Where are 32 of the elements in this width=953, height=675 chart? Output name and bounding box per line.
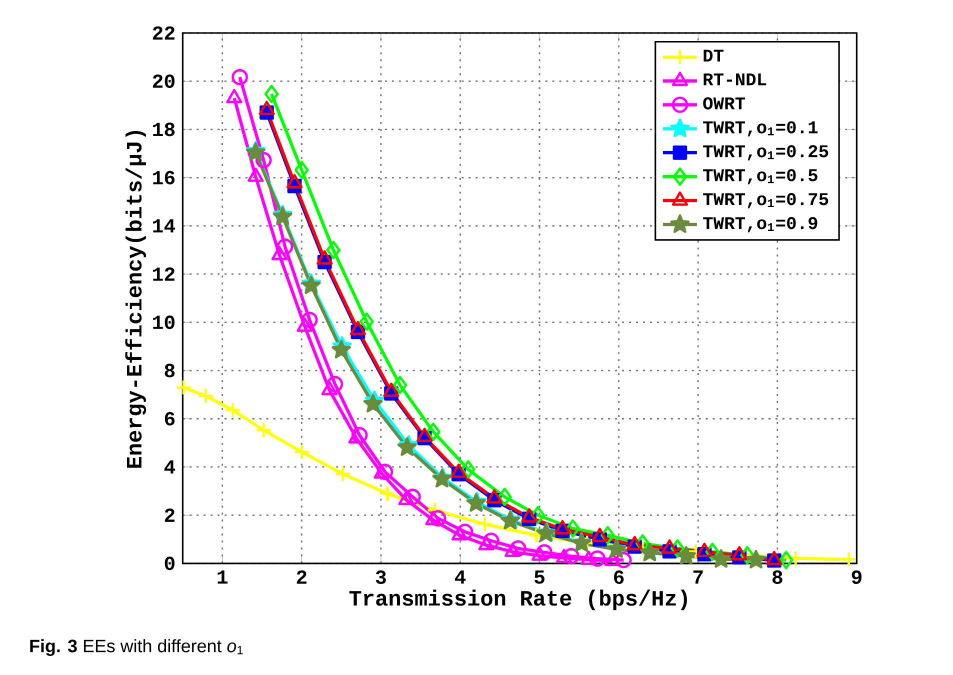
y-tick-label: 0 bbox=[164, 556, 175, 570]
legend-label: OWRT bbox=[703, 97, 746, 110]
x-tick-label: 5 bbox=[534, 570, 544, 584]
text: Fig. 3 EEs with different o$_{1}$ bbox=[30, 639, 243, 656]
x-tick-label: 3 bbox=[376, 570, 386, 584]
y-tick-label: 8 bbox=[164, 364, 175, 378]
y-tick-label: 2 bbox=[164, 508, 174, 522]
y-tick-label: 10 bbox=[153, 316, 175, 330]
y-tick-label: 18 bbox=[153, 122, 175, 136]
y-tick-label: 4 bbox=[164, 460, 176, 474]
x-tick-label: 1 bbox=[218, 570, 228, 584]
legend-label: TWRT,o$_{1}$=0.25 bbox=[703, 145, 828, 160]
x-tick-label: 9 bbox=[852, 570, 862, 584]
x-tick-label: 2 bbox=[296, 570, 306, 584]
legend-label: TWRT,o$_{1}$=0.75 bbox=[703, 193, 828, 208]
y-tick-label: 12 bbox=[153, 267, 174, 281]
legend-label: TWRT,o$_{1}$=0.5 bbox=[703, 169, 818, 184]
y-tick-label: 20 bbox=[152, 74, 175, 88]
legend-label: TWRT,o$_{1}$=0.9 bbox=[703, 217, 818, 232]
x-tick-label: 8 bbox=[772, 570, 782, 584]
legend-label: TWRT,o$_{1}$=0.1 bbox=[703, 121, 818, 136]
x-tick-label: 6 bbox=[614, 570, 624, 584]
legend-label: DT bbox=[704, 50, 724, 62]
y-tick-label: 16 bbox=[153, 170, 175, 184]
y-tick-label: 22 bbox=[152, 26, 174, 40]
y-tick-label: 6 bbox=[164, 412, 175, 426]
legend-label: RT-NDL bbox=[704, 73, 766, 86]
x-tick-label: 4 bbox=[454, 570, 466, 584]
x-axis-title: Transmission Rate (bps/Hz) bbox=[349, 590, 687, 610]
x-tick-label: 7 bbox=[693, 570, 703, 584]
y-tick-label: 14 bbox=[153, 219, 176, 232]
y-axis-title: Energy-Efficiency(bits/μJ) bbox=[125, 130, 146, 468]
